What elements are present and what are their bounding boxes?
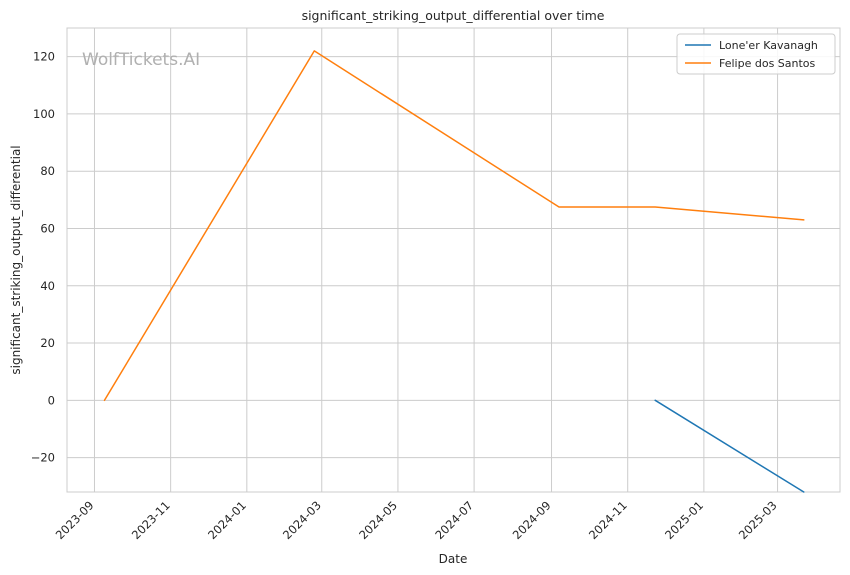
watermark: WolfTickets.AI	[82, 50, 200, 70]
y-tick-label: 40	[40, 279, 55, 293]
chart-title: significant_striking_output_differential…	[302, 8, 605, 23]
legend-entry-label: Felipe dos Santos	[719, 57, 816, 70]
grid-lines	[67, 28, 840, 492]
y-tick-label: 80	[40, 164, 55, 178]
y-tick-label: 100	[33, 107, 55, 121]
series-layer	[103, 50, 805, 493]
legend: Lone'er Kavanagh Felipe dos Santos	[676, 33, 836, 75]
y-tick-label: 20	[40, 336, 55, 350]
plot-area	[66, 27, 841, 493]
y-tick-label: 0	[48, 393, 55, 407]
series-line	[654, 399, 805, 493]
y-axis-ticks: −20 0 20 40 60 80 100 120	[31, 50, 55, 465]
series-line	[103, 50, 805, 402]
y-tick-label: 60	[40, 221, 55, 235]
legend-entry-label: Lone'er Kavanagh	[719, 39, 818, 52]
x-axis-label: Date	[439, 552, 468, 566]
y-tick-label: −20	[31, 451, 55, 465]
y-tick-label: 120	[33, 50, 55, 64]
y-axis-label: significant_striking_output_differential	[9, 145, 23, 374]
legend-box	[676, 33, 836, 75]
